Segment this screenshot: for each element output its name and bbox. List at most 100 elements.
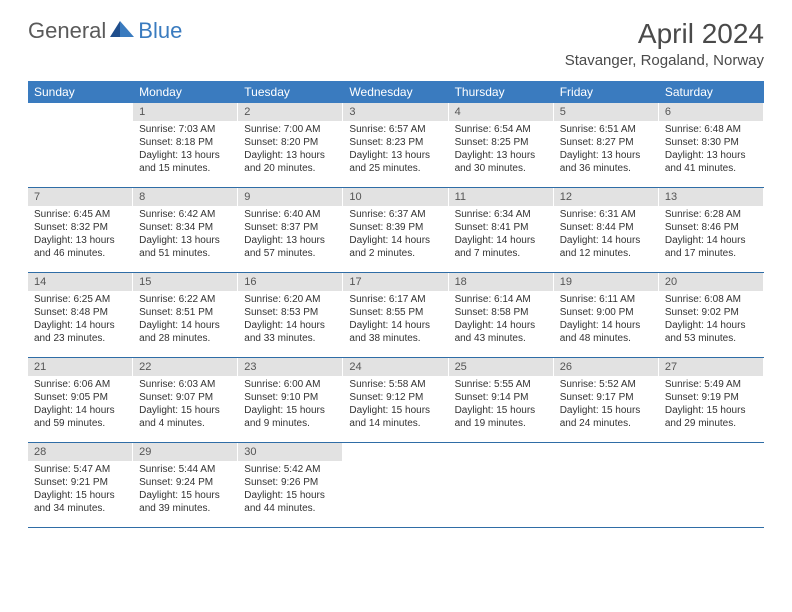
weekday-header: Sunday [28, 81, 133, 103]
day-content: Sunrise: 6:45 AMSunset: 8:32 PMDaylight:… [28, 206, 132, 264]
sunset-text: Sunset: 9:00 PM [560, 306, 652, 319]
day-number: 13 [659, 188, 763, 206]
day-cell: 2Sunrise: 7:00 AMSunset: 8:20 PMDaylight… [238, 103, 343, 187]
sunset-text: Sunset: 8:34 PM [139, 221, 231, 234]
day-content: Sunrise: 6:51 AMSunset: 8:27 PMDaylight:… [554, 121, 658, 179]
day-number: 18 [449, 273, 553, 291]
daylight-text: Daylight: 14 hours and 48 minutes. [560, 319, 652, 345]
day-number: 8 [133, 188, 237, 206]
day-content: Sunrise: 5:49 AMSunset: 9:19 PMDaylight:… [659, 376, 763, 434]
calendar: Sunday Monday Tuesday Wednesday Thursday… [28, 81, 764, 528]
daylight-text: Daylight: 14 hours and 7 minutes. [455, 234, 547, 260]
day-cell: 17Sunrise: 6:17 AMSunset: 8:55 PMDayligh… [343, 273, 448, 357]
day-cell: 8Sunrise: 6:42 AMSunset: 8:34 PMDaylight… [133, 188, 238, 272]
daylight-text: Daylight: 14 hours and 28 minutes. [139, 319, 231, 345]
day-number: 22 [133, 358, 237, 376]
sunset-text: Sunset: 8:46 PM [665, 221, 757, 234]
sunset-text: Sunset: 8:55 PM [349, 306, 441, 319]
weekday-header-row: Sunday Monday Tuesday Wednesday Thursday… [28, 81, 764, 103]
sunrise-text: Sunrise: 6:31 AM [560, 208, 652, 221]
sunset-text: Sunset: 9:17 PM [560, 391, 652, 404]
daylight-text: Daylight: 15 hours and 34 minutes. [34, 489, 126, 515]
title-block: April 2024 Stavanger, Rogaland, Norway [565, 18, 764, 69]
sunrise-text: Sunrise: 6:34 AM [455, 208, 547, 221]
sunrise-text: Sunrise: 6:06 AM [34, 378, 126, 391]
week-row: 21Sunrise: 6:06 AMSunset: 9:05 PMDayligh… [28, 358, 764, 443]
day-content: Sunrise: 6:25 AMSunset: 8:48 PMDaylight:… [28, 291, 132, 349]
sunset-text: Sunset: 8:53 PM [244, 306, 336, 319]
weekday-header: Monday [133, 81, 238, 103]
daylight-text: Daylight: 13 hours and 36 minutes. [560, 149, 652, 175]
sunrise-text: Sunrise: 6:54 AM [455, 123, 547, 136]
sunset-text: Sunset: 9:02 PM [665, 306, 757, 319]
sunset-text: Sunset: 9:14 PM [455, 391, 547, 404]
day-content: Sunrise: 6:40 AMSunset: 8:37 PMDaylight:… [238, 206, 342, 264]
day-content: Sunrise: 6:42 AMSunset: 8:34 PMDaylight:… [133, 206, 237, 264]
day-content: Sunrise: 5:52 AMSunset: 9:17 PMDaylight:… [554, 376, 658, 434]
day-content: Sunrise: 6:11 AMSunset: 9:00 PMDaylight:… [554, 291, 658, 349]
sunrise-text: Sunrise: 6:17 AM [349, 293, 441, 306]
sunrise-text: Sunrise: 6:11 AM [560, 293, 652, 306]
daylight-text: Daylight: 14 hours and 59 minutes. [34, 404, 126, 430]
week-row: 7Sunrise: 6:45 AMSunset: 8:32 PMDaylight… [28, 188, 764, 273]
location: Stavanger, Rogaland, Norway [565, 52, 764, 69]
day-content: Sunrise: 6:37 AMSunset: 8:39 PMDaylight:… [343, 206, 447, 264]
day-cell: 1Sunrise: 7:03 AMSunset: 8:18 PMDaylight… [133, 103, 238, 187]
day-content: Sunrise: 7:00 AMSunset: 8:20 PMDaylight:… [238, 121, 342, 179]
day-number: 5 [554, 103, 658, 121]
day-cell: 3Sunrise: 6:57 AMSunset: 8:23 PMDaylight… [343, 103, 448, 187]
day-cell: 26Sunrise: 5:52 AMSunset: 9:17 PMDayligh… [554, 358, 659, 442]
day-cell: 21Sunrise: 6:06 AMSunset: 9:05 PMDayligh… [28, 358, 133, 442]
sunset-text: Sunset: 9:05 PM [34, 391, 126, 404]
day-cell: 12Sunrise: 6:31 AMSunset: 8:44 PMDayligh… [554, 188, 659, 272]
day-number: 24 [343, 358, 447, 376]
sunrise-text: Sunrise: 6:40 AM [244, 208, 336, 221]
month-title: April 2024 [565, 18, 764, 50]
sunset-text: Sunset: 8:58 PM [455, 306, 547, 319]
sunset-text: Sunset: 8:20 PM [244, 136, 336, 149]
day-number: 16 [238, 273, 342, 291]
day-cell: 15Sunrise: 6:22 AMSunset: 8:51 PMDayligh… [133, 273, 238, 357]
day-number: 21 [28, 358, 132, 376]
day-number: 27 [659, 358, 763, 376]
daylight-text: Daylight: 14 hours and 12 minutes. [560, 234, 652, 260]
day-content: Sunrise: 5:44 AMSunset: 9:24 PMDaylight:… [133, 461, 237, 519]
daylight-text: Daylight: 13 hours and 51 minutes. [139, 234, 231, 260]
day-content: Sunrise: 5:42 AMSunset: 9:26 PMDaylight:… [238, 461, 342, 519]
daylight-text: Daylight: 14 hours and 23 minutes. [34, 319, 126, 345]
sunset-text: Sunset: 8:51 PM [139, 306, 231, 319]
daylight-text: Daylight: 15 hours and 14 minutes. [349, 404, 441, 430]
daylight-text: Daylight: 15 hours and 19 minutes. [455, 404, 547, 430]
day-cell: 29Sunrise: 5:44 AMSunset: 9:24 PMDayligh… [133, 443, 238, 527]
sunset-text: Sunset: 8:25 PM [455, 136, 547, 149]
day-number: 3 [343, 103, 447, 121]
day-number: 2 [238, 103, 342, 121]
day-cell: . [659, 443, 764, 527]
week-row: 28Sunrise: 5:47 AMSunset: 9:21 PMDayligh… [28, 443, 764, 528]
logo-text-blue: Blue [138, 18, 182, 44]
sunset-text: Sunset: 9:19 PM [665, 391, 757, 404]
sunrise-text: Sunrise: 6:37 AM [349, 208, 441, 221]
day-cell: 22Sunrise: 6:03 AMSunset: 9:07 PMDayligh… [133, 358, 238, 442]
day-cell: 28Sunrise: 5:47 AMSunset: 9:21 PMDayligh… [28, 443, 133, 527]
sunrise-text: Sunrise: 6:57 AM [349, 123, 441, 136]
sunset-text: Sunset: 8:44 PM [560, 221, 652, 234]
day-content: Sunrise: 6:28 AMSunset: 8:46 PMDaylight:… [659, 206, 763, 264]
sunrise-text: Sunrise: 5:49 AM [665, 378, 757, 391]
day-content: Sunrise: 6:22 AMSunset: 8:51 PMDaylight:… [133, 291, 237, 349]
sunset-text: Sunset: 9:12 PM [349, 391, 441, 404]
daylight-text: Daylight: 14 hours and 33 minutes. [244, 319, 336, 345]
day-number: 30 [238, 443, 342, 461]
day-cell: 13Sunrise: 6:28 AMSunset: 8:46 PMDayligh… [659, 188, 764, 272]
day-content: Sunrise: 6:06 AMSunset: 9:05 PMDaylight:… [28, 376, 132, 434]
day-cell: 23Sunrise: 6:00 AMSunset: 9:10 PMDayligh… [238, 358, 343, 442]
day-cell: 4Sunrise: 6:54 AMSunset: 8:25 PMDaylight… [449, 103, 554, 187]
day-cell: 5Sunrise: 6:51 AMSunset: 8:27 PMDaylight… [554, 103, 659, 187]
day-content: Sunrise: 5:58 AMSunset: 9:12 PMDaylight:… [343, 376, 447, 434]
sunrise-text: Sunrise: 7:00 AM [244, 123, 336, 136]
sunrise-text: Sunrise: 6:08 AM [665, 293, 757, 306]
sunset-text: Sunset: 9:10 PM [244, 391, 336, 404]
daylight-text: Daylight: 13 hours and 20 minutes. [244, 149, 336, 175]
logo: General Blue [28, 18, 182, 44]
day-cell: 9Sunrise: 6:40 AMSunset: 8:37 PMDaylight… [238, 188, 343, 272]
